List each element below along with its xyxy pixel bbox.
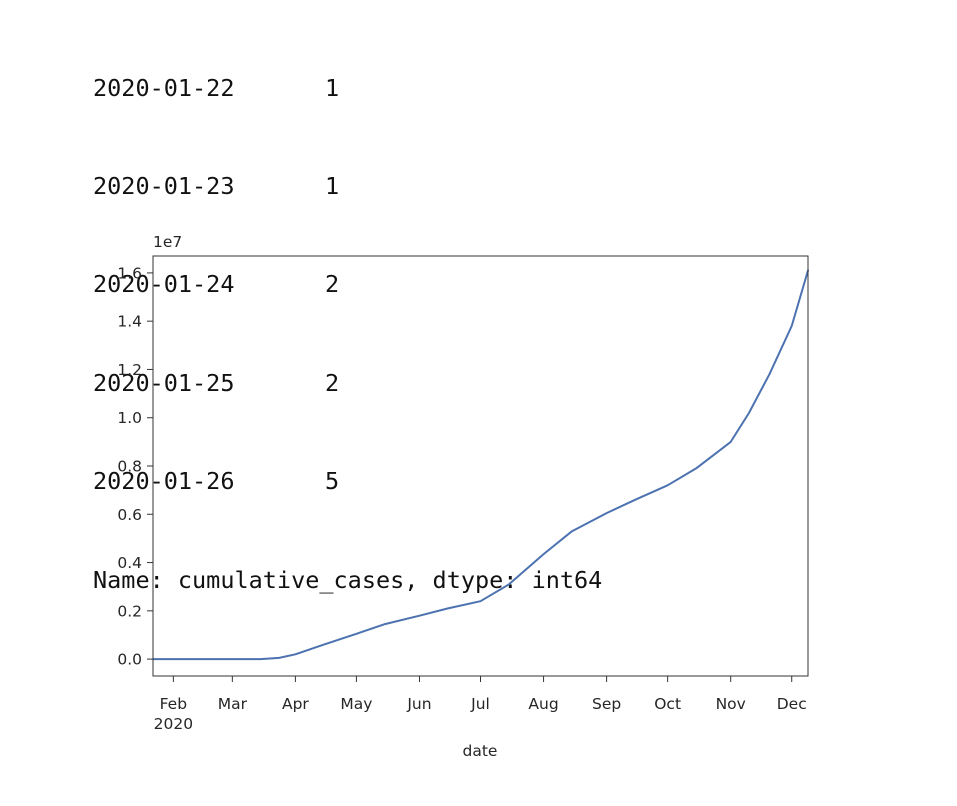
row-value: 1: [325, 73, 340, 102]
x-tick-label: Jun: [406, 695, 431, 713]
x-tick-label: Mar: [218, 695, 248, 713]
y-tick-label: 0.4: [117, 554, 142, 572]
y-tick-label: 0.8: [117, 458, 142, 476]
row-value: 2: [325, 270, 340, 299]
series-row: 2020-01-22 1: [93, 72, 602, 105]
y-tick-label: 1.0: [117, 409, 142, 427]
x-axis: Feb 2020 Mar Apr May Jun Jul Aug Sep Oct Nov Dec: [154, 676, 807, 733]
x-axis-title: date: [463, 742, 498, 760]
series-row: 2020-01-26 5: [93, 465, 602, 498]
row-value: 2: [325, 368, 340, 397]
series-row: 2020-01-24 2: [93, 268, 602, 301]
y-tick-label: 0.0: [117, 651, 142, 669]
y-tick-label: 1.2: [117, 361, 142, 379]
console-output: 2020-01-22 1 2020-01-23 1 2020-01-24 2 2020…: [93, 6, 602, 629]
series-row: 2020-01-23 1: [93, 170, 602, 203]
x-tick-year-label: 2020: [154, 715, 193, 733]
cumulative-cases-line: [152, 269, 809, 661]
x-tick-label: Aug: [528, 695, 558, 713]
series-footer: Name: cumulative_cases, dtype: int64: [93, 565, 603, 594]
x-tick-label: Dec: [777, 695, 807, 713]
x-tick-label: Apr: [282, 695, 309, 713]
row-value: 1: [325, 171, 340, 200]
y-tick-label: 0.6: [117, 506, 142, 524]
y-offset-label: 1e7: [153, 233, 182, 251]
row-date: 2020-01-25: [93, 368, 235, 397]
x-tick-label: Nov: [716, 695, 746, 713]
x-tick-label: Feb: [160, 695, 187, 713]
y-axis: 0.0 0.2 0.4 0.6 0.8 1.0 1.2 1.4 1.6: [117, 264, 153, 669]
row-date: 2020-01-23: [93, 171, 235, 200]
row-value: 5: [325, 467, 340, 496]
y-tick-label: 1.4: [117, 313, 142, 331]
y-tick-label: 0.2: [117, 602, 142, 620]
x-tick-label: May: [340, 695, 372, 713]
y-tick-label: 1.6: [117, 264, 142, 282]
x-tick-label: Jul: [470, 695, 490, 713]
plot-frame: [152, 255, 809, 677]
row-date: 2020-01-22: [93, 73, 235, 102]
x-tick-label: Oct: [654, 695, 681, 713]
row-date: 2020-01-24: [93, 270, 235, 299]
x-tick-label: Sep: [592, 695, 621, 713]
series-row: 2020-01-25 2: [93, 367, 602, 400]
row-date: 2020-01-26: [93, 467, 235, 496]
